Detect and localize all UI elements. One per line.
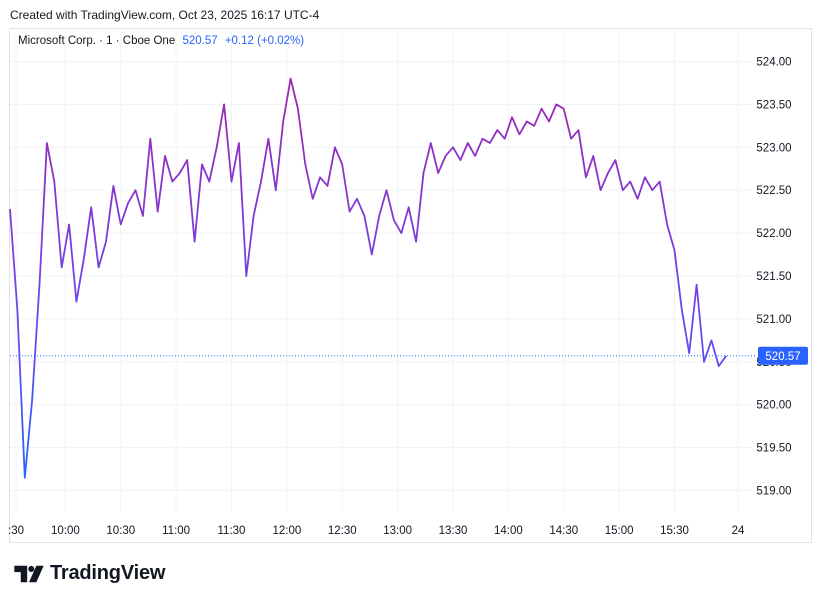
tradingview-logo-icon bbox=[14, 565, 44, 582]
last-price-label: 520.57 bbox=[765, 351, 800, 363]
chart-frame bbox=[9, 28, 812, 543]
legend-price: 520.57 bbox=[182, 35, 218, 47]
y-tick-label: 521.50 bbox=[756, 271, 791, 283]
x-tick-label: :30 bbox=[8, 525, 24, 537]
x-tick-label: 10:30 bbox=[106, 525, 135, 537]
x-tick-label: 11:30 bbox=[218, 525, 246, 537]
y-tick-label: 520.00 bbox=[756, 400, 791, 412]
x-tick-label: 14:00 bbox=[494, 525, 523, 537]
last-price-badge bbox=[758, 346, 808, 365]
legend-change: +0.12 (+0.02%) bbox=[224, 35, 305, 47]
y-tick-label: 523.50 bbox=[756, 99, 791, 111]
price-line bbox=[9, 77, 727, 479]
x-tick-label: 10:00 bbox=[51, 525, 80, 537]
y-tick-label: 522.50 bbox=[756, 185, 791, 197]
created-with-caption: Created with TradingView.com, Oct 23, 20… bbox=[10, 8, 320, 22]
x-tick-label: 13:00 bbox=[383, 525, 412, 537]
symbol-name: Microsoft Corp. · 1 · Cboe One bbox=[18, 35, 176, 47]
y-tick-label: 523.00 bbox=[756, 142, 791, 154]
tradingview-logo[interactable]: TradingView bbox=[12, 562, 165, 585]
x-tick-label: 14:30 bbox=[549, 525, 578, 537]
time-axis[interactable]: :30 10:00 10:30 11:00 11:30 12:00 12:30 13:00 13… bbox=[8, 525, 745, 537]
x-tick-label: 15:00 bbox=[605, 525, 634, 537]
price-line-layer bbox=[9, 77, 757, 479]
x-tick-label: 12:00 bbox=[272, 525, 301, 537]
y-tick-label: 522.00 bbox=[756, 228, 791, 240]
y-tick-label: 521.00 bbox=[756, 314, 791, 326]
y-tick-label: 519.00 bbox=[756, 486, 791, 498]
x-tick-label: 11:00 bbox=[162, 525, 190, 537]
grid bbox=[10, 30, 752, 512]
y-tick-label: 524.00 bbox=[756, 56, 791, 68]
symbol-legend[interactable]: Microsoft Corp. · 1 · Cboe One 520.57 +0… bbox=[18, 35, 304, 47]
brand-name: TradingView bbox=[50, 562, 166, 584]
x-tick-label: 13:30 bbox=[439, 525, 468, 537]
y-tick-label: 519.50 bbox=[756, 443, 791, 455]
price-axis[interactable]: 519.00519.50520.00520.50521.00521.50522.… bbox=[756, 56, 808, 498]
x-tick-label: 15:30 bbox=[660, 525, 689, 537]
x-tick-label: 12:30 bbox=[328, 525, 357, 537]
x-tick-label: 24 bbox=[732, 525, 745, 537]
